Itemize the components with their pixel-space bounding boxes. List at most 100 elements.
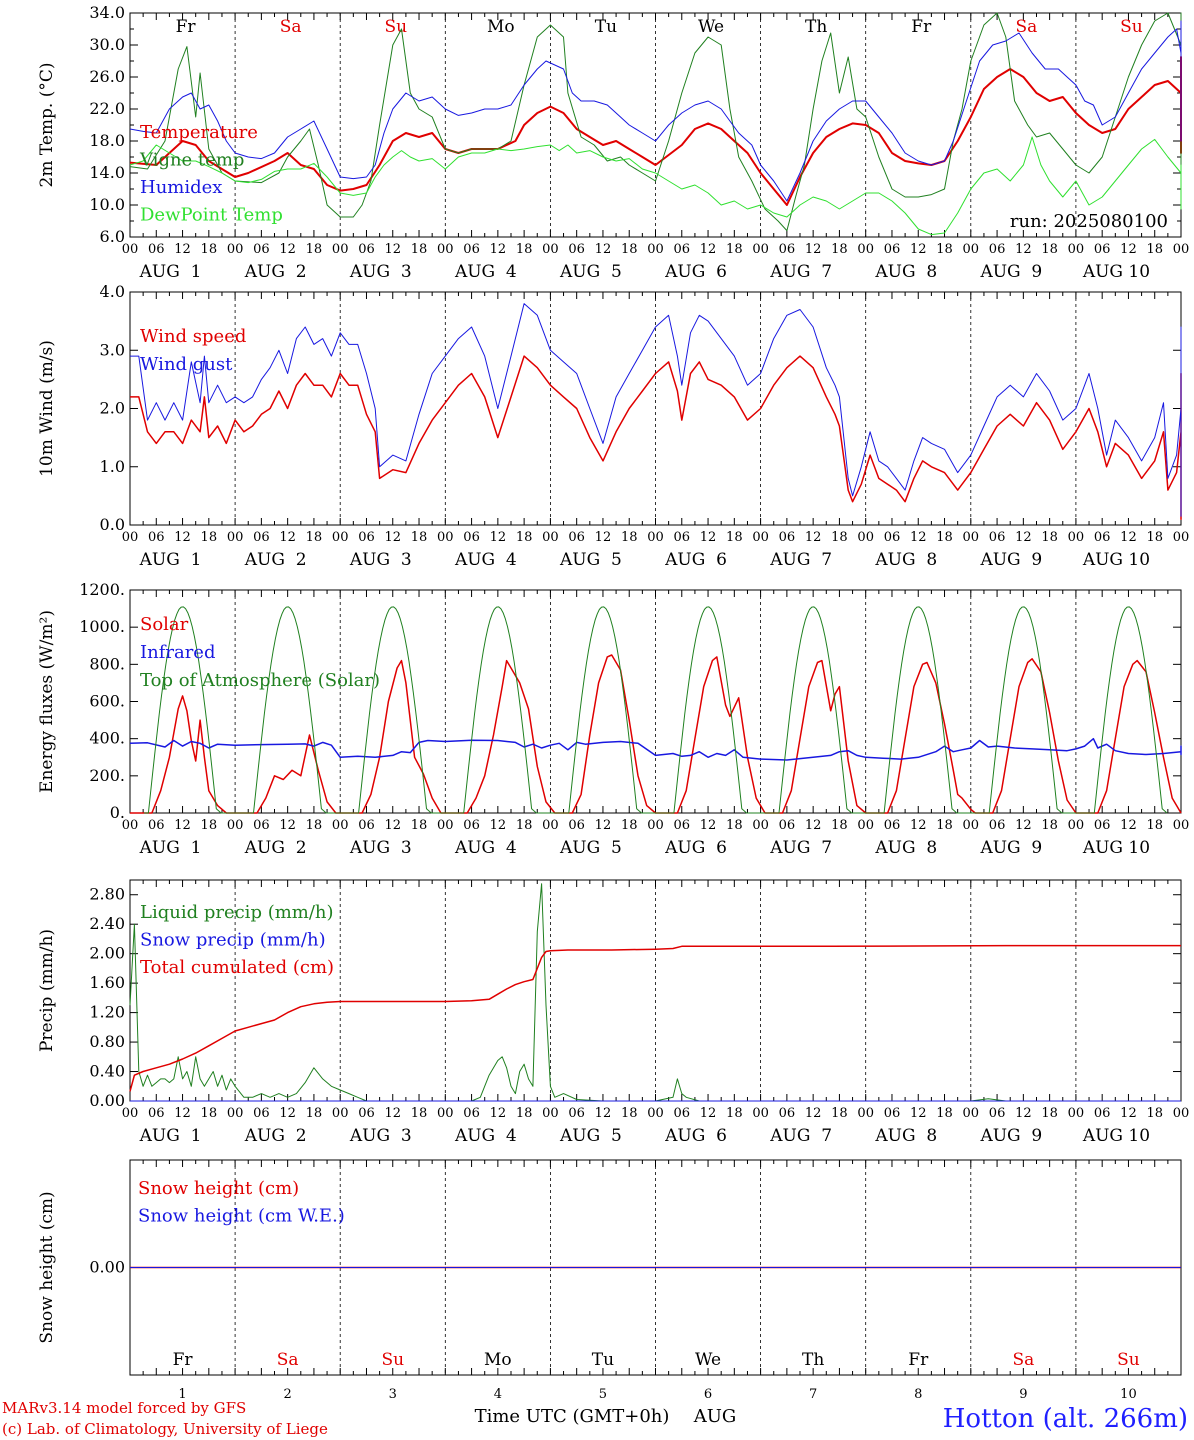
x-hour-label: 06 — [989, 242, 1006, 257]
y-tick-label: 600. — [89, 692, 125, 711]
x-hour-label: 12 — [595, 242, 612, 257]
x-hour-label: 06 — [989, 1106, 1006, 1121]
x-hour-label: 00 — [647, 818, 664, 833]
x-hour-label: 12 — [384, 530, 401, 545]
x-hour-label: 06 — [1094, 242, 1111, 257]
x-hour-label: 06 — [148, 530, 165, 545]
x-hour-label: 06 — [463, 1106, 480, 1121]
x-hour-label: 18 — [1146, 242, 1163, 257]
x-hour-label: 12 — [490, 530, 507, 545]
x-day-label: AUG 6 — [664, 838, 727, 858]
x-hour-label: 12 — [1015, 1106, 1032, 1121]
x-hour-label: 06 — [568, 818, 585, 833]
x-hour-label: 06 — [989, 530, 1006, 545]
x-hour-label: 00 — [332, 530, 349, 545]
x-day-label: AUG 1 — [139, 550, 202, 570]
x-hour-label: 18 — [726, 530, 743, 545]
x-hour-label: 00 — [332, 242, 349, 257]
x-hour-label: 18 — [516, 818, 533, 833]
x-hour-label: 18 — [201, 818, 218, 833]
y-tick-label: 10.0 — [89, 195, 125, 214]
x-hour-label: 18 — [411, 1106, 428, 1121]
x-hour-label: 00 — [963, 530, 980, 545]
x-hour-label: 18 — [1041, 530, 1058, 545]
x-hour-label: 06 — [568, 242, 585, 257]
x-hour-label: 12 — [1015, 818, 1032, 833]
x-day-label: AUG 10 — [1082, 838, 1150, 858]
x-day-number: 8 — [914, 1387, 922, 1402]
x-hour-label: 18 — [516, 1106, 533, 1121]
legend-entry: Snow height (cm W.E.) — [138, 1206, 345, 1227]
x-hour-label: 18 — [516, 242, 533, 257]
x-hour-label: 00 — [1173, 530, 1190, 545]
x-hour-label: 12 — [805, 1106, 822, 1121]
x-day-label: AUG 8 — [874, 262, 937, 282]
legend-entry: Infrared — [140, 642, 215, 663]
x-hour-label: 00 — [437, 818, 454, 833]
y-tick-label: 0.00 — [89, 1091, 125, 1110]
x-hour-label: 06 — [1094, 530, 1111, 545]
x-hour-label: 00 — [542, 530, 559, 545]
x-hour-label: 06 — [779, 818, 796, 833]
x-hour-label: 00 — [647, 1106, 664, 1121]
panel-temp: 6.0 10.0 14.0 18.0 22.0 26.0 30.0 34.0 2m Temp. … — [37, 3, 1189, 282]
x-hour-label: 12 — [174, 242, 191, 257]
x-hour-label: 06 — [989, 818, 1006, 833]
x-hour-label: 12 — [805, 818, 822, 833]
x-hour-label: 18 — [936, 1106, 953, 1121]
x-hour-label: 00 — [437, 242, 454, 257]
x-hour-label: 00 — [752, 818, 769, 833]
x-day-label: AUG 4 — [454, 838, 517, 858]
day-of-week-label: Sa — [280, 17, 302, 37]
y-tick-label: 6.0 — [100, 227, 125, 246]
y-tick-label: 22.0 — [89, 99, 125, 118]
x-hour-label: 12 — [1015, 242, 1032, 257]
energy-y-axis-label: Energy fluxes (W/m²) — [37, 610, 57, 793]
series-line-infrared — [129, 737, 1182, 761]
x-hour-label: 12 — [279, 530, 296, 545]
x-hour-label: 12 — [910, 1106, 927, 1121]
x-hour-label: 18 — [1146, 530, 1163, 545]
series-line-solar — [130, 654, 1182, 814]
y-tick-label: 4.0 — [100, 282, 125, 301]
x-hour-label: 18 — [621, 1106, 638, 1121]
x-hour-label: 12 — [384, 1106, 401, 1121]
series-line-dewpoint-temp — [129, 136, 1182, 236]
x-hour-label: 06 — [253, 818, 270, 833]
x-day-number: 2 — [284, 1387, 292, 1402]
x-hour-label: 18 — [411, 530, 428, 545]
y-tick-label: 30.0 — [89, 35, 125, 54]
energy-frame — [129, 589, 1182, 814]
x-day-label: AUG 4 — [454, 550, 517, 570]
legend-entry: Top of Atmosphere (Solar) — [140, 670, 380, 691]
x-hour-label: 12 — [700, 1106, 717, 1121]
y-tick-label: 1.0 — [100, 457, 125, 476]
day-of-week-label: We — [698, 17, 724, 37]
x-hour-label: 12 — [700, 818, 717, 833]
legend-entry: Total cumulated (cm) — [140, 957, 334, 978]
x-hour-label: 06 — [884, 1106, 901, 1121]
day-of-week-label: Sa — [1015, 17, 1037, 37]
y-tick-label: 34.0 — [89, 3, 125, 22]
y-tick-label: 0.80 — [89, 1032, 125, 1051]
x-hour-label: 12 — [1015, 530, 1032, 545]
x-hour-label: 18 — [306, 242, 323, 257]
y-tick-label: 1.20 — [89, 1003, 125, 1022]
x-hour-label: 00 — [122, 1106, 139, 1121]
x-hour-label: 18 — [936, 242, 953, 257]
x-hour-label: 00 — [122, 818, 139, 833]
credit-lab: (c) Lab. of Climatology, University of L… — [2, 1420, 328, 1438]
legend-entry: Solar — [140, 614, 189, 635]
x-hour-label: 00 — [227, 1106, 244, 1121]
x-hour-label: 12 — [595, 1106, 612, 1121]
x-hour-label: 18 — [1041, 818, 1058, 833]
y-tick-label: 200. — [89, 766, 125, 785]
x-hour-label: 18 — [201, 242, 218, 257]
x-day-label: AUG 9 — [979, 550, 1042, 570]
x-day-label: AUG 1 — [139, 262, 202, 282]
x-day-number: 4 — [494, 1387, 502, 1402]
y-tick-label: 800. — [89, 654, 125, 673]
x-day-label: AUG 9 — [979, 838, 1042, 858]
x-hour-label: 06 — [884, 530, 901, 545]
x-day-number: 5 — [599, 1387, 607, 1402]
